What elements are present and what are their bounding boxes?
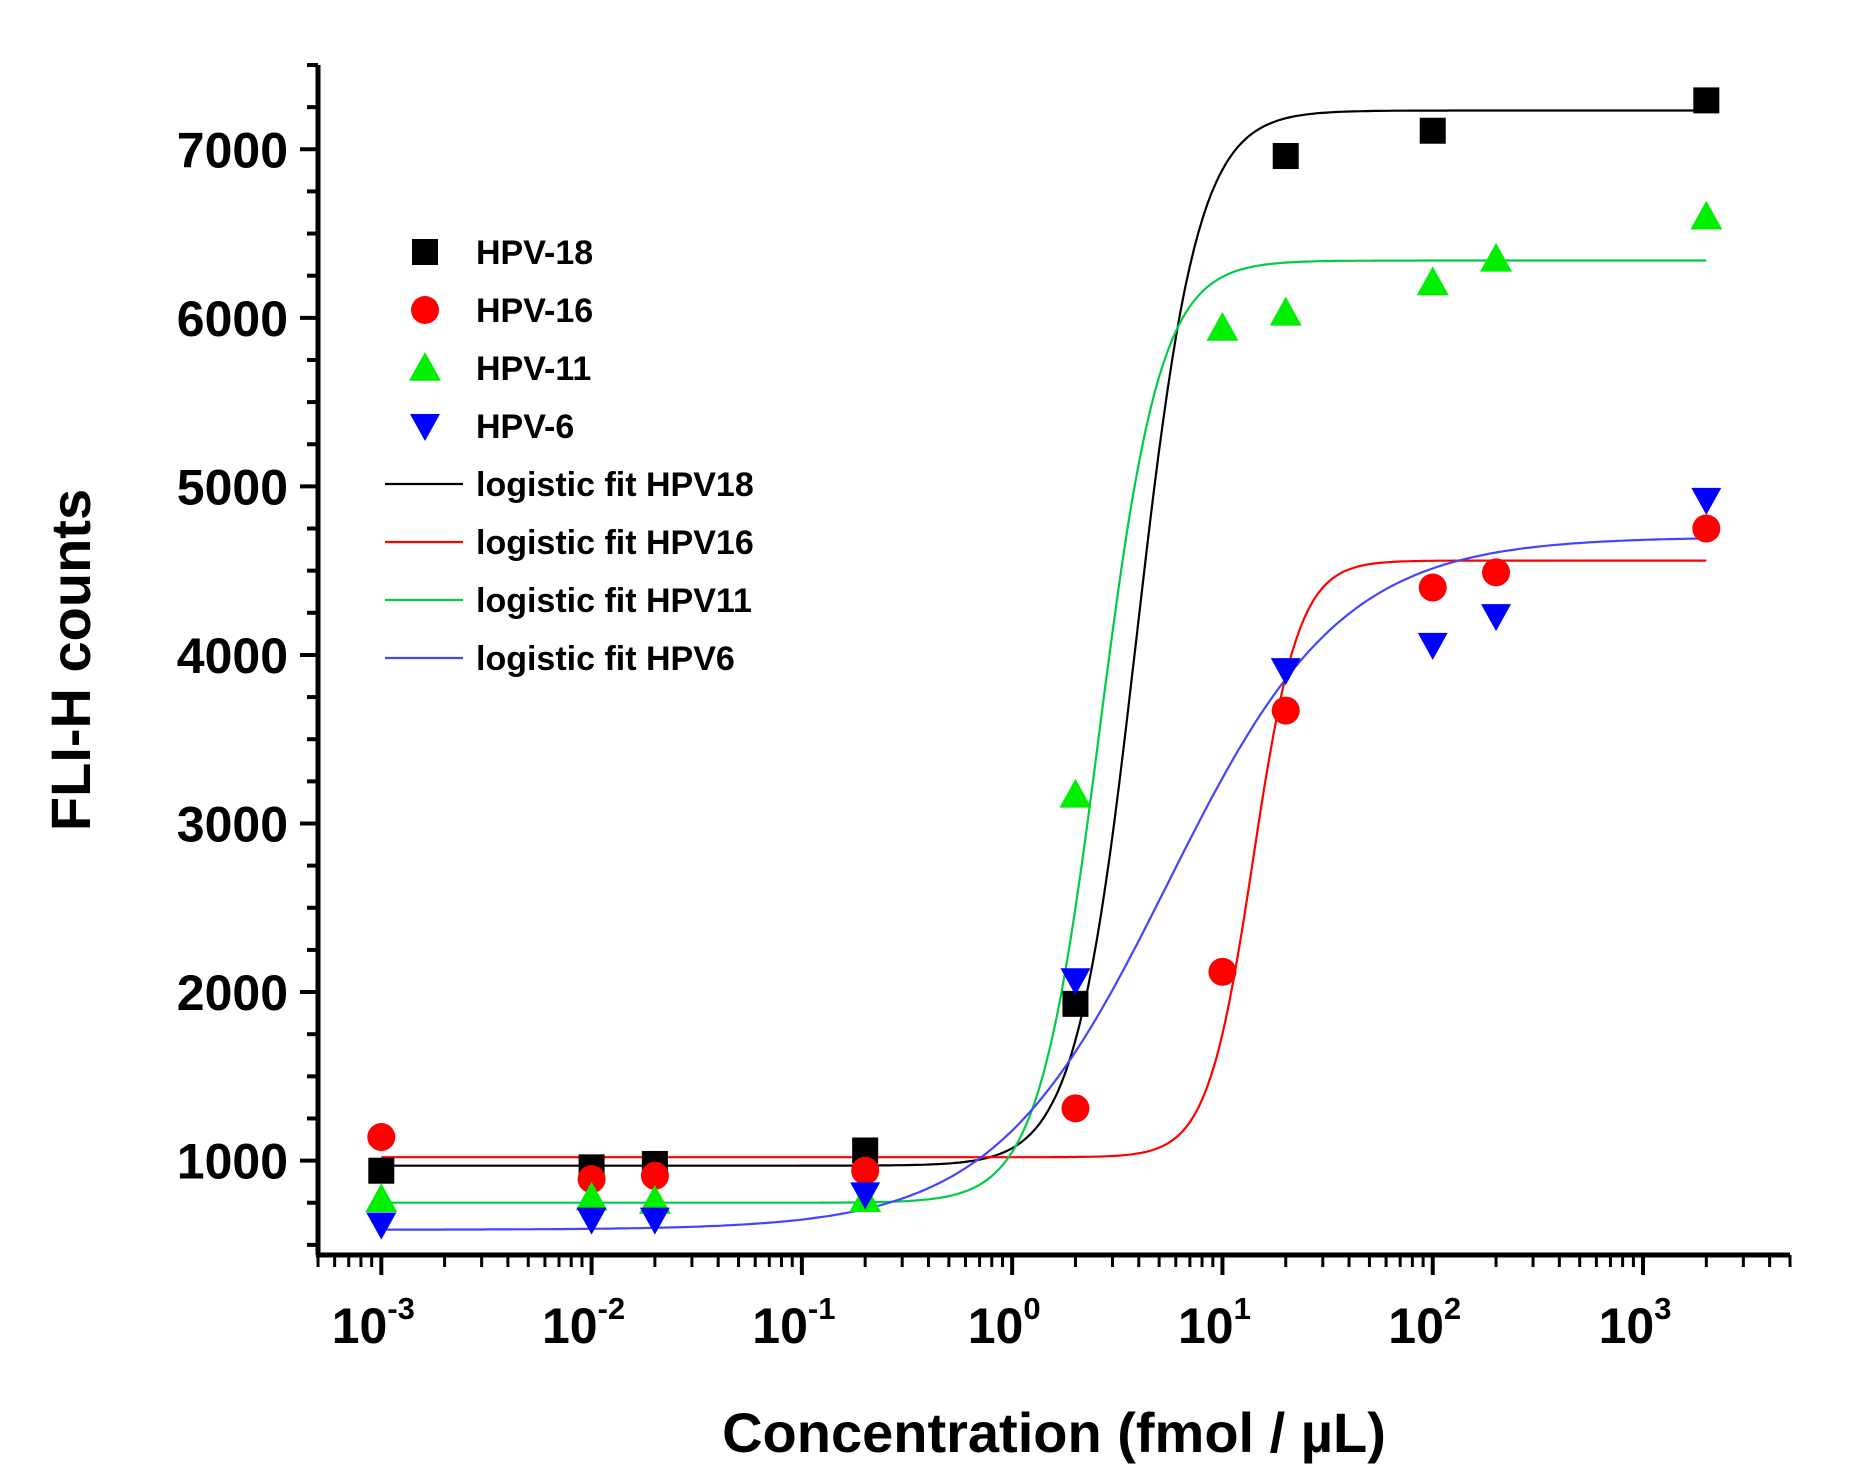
data-point-hpv-6 [639, 1207, 670, 1235]
y-tick-label: 2000 [177, 965, 288, 1021]
data-point-hpv-18 [1419, 117, 1446, 144]
y-tick-label: 5000 [177, 459, 288, 515]
data-point-hpv-11 [365, 1183, 398, 1213]
data-point-hpv-16 [1482, 558, 1511, 587]
data-point-hpv-16 [851, 1156, 880, 1185]
x-tick-label: 100 [968, 1291, 1041, 1354]
legend-label: HPV-16 [476, 292, 593, 330]
legend-marker-hpv-16 [411, 296, 439, 324]
data-point-hpv-6 [850, 1182, 881, 1210]
legend-label: logistic fit HPV16 [476, 524, 754, 562]
x-tick-label: 10-1 [752, 1291, 835, 1354]
fit-curve-hpv6 [381, 537, 1707, 1231]
legend-marker-hpv-6 [410, 414, 440, 441]
y-tick-label: 7000 [177, 122, 288, 178]
x-axis-title: Concentration (fmol / µL) [722, 1401, 1386, 1464]
legend-label: logistic fit HPV11 [476, 582, 752, 620]
x-tick-label: 10-2 [542, 1291, 625, 1354]
legend-label: logistic fit HPV18 [476, 466, 754, 504]
legend-label: HPV-6 [476, 408, 574, 446]
data-point-hpv-16 [1208, 957, 1237, 986]
legend-label: HPV-11 [476, 350, 591, 388]
data-point-hpv-6 [1691, 487, 1722, 515]
x-tick-label: 102 [1388, 1291, 1461, 1354]
data-point-hpv-6 [576, 1207, 607, 1235]
data-point-hpv-11 [1690, 200, 1723, 230]
x-tick-label: 10-3 [332, 1291, 415, 1354]
y-tick-label: 1000 [177, 1134, 288, 1190]
data-point-hpv-11 [638, 1185, 671, 1214]
legend-label: HPV-18 [476, 234, 593, 272]
x-tick-label: 101 [1178, 1291, 1251, 1354]
legend-marker-hpv-18 [412, 239, 438, 265]
y-tick-label: 6000 [177, 291, 288, 347]
data-point-hpv-16 [367, 1123, 396, 1152]
data-point-hpv-6 [1060, 968, 1091, 996]
data-point-hpv-18 [368, 1157, 395, 1184]
data-point-hpv-18 [1693, 87, 1720, 114]
data-point-hpv-16 [1418, 573, 1447, 602]
data-point-hpv-11 [1206, 311, 1239, 341]
data-point-hpv-16 [577, 1165, 606, 1194]
data-point-hpv-18 [1272, 143, 1299, 170]
data-point-hpv-16 [1692, 514, 1721, 543]
data-point-hpv-16 [1271, 696, 1300, 725]
data-point-hpv-6 [1417, 632, 1448, 660]
data-point-hpv-11 [1480, 242, 1513, 272]
data-point-hpv-16 [640, 1161, 669, 1190]
fit-curve-hpv11 [381, 259, 1707, 1204]
y-axis-title: FLI-H counts [39, 489, 102, 831]
data-point-hpv-11 [575, 1181, 608, 1211]
x-tick-label: 103 [1599, 1291, 1672, 1354]
data-point-hpv-11 [1059, 778, 1092, 808]
data-point-hpv-6 [1270, 658, 1301, 686]
y-tick-label: 3000 [177, 796, 288, 852]
legend-label: logistic fit HPV6 [476, 640, 735, 678]
data-point-hpv-6 [1481, 604, 1512, 632]
data-point-hpv-11 [1416, 266, 1449, 296]
data-point-hpv-6 [366, 1212, 397, 1240]
data-point-hpv-16 [1061, 1094, 1090, 1123]
y-tick-label: 4000 [177, 628, 288, 684]
legend-marker-hpv-11 [409, 352, 441, 381]
data-point-hpv-11 [1269, 296, 1302, 326]
